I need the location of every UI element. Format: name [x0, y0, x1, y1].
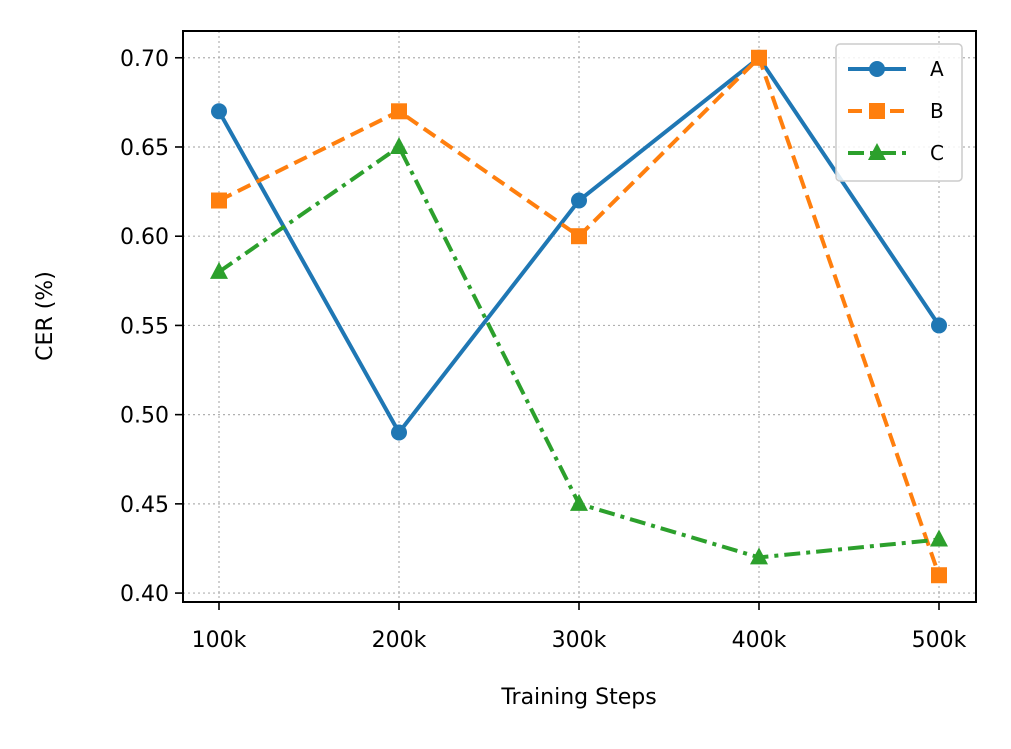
series-A: [211, 49, 947, 441]
legend-label: C: [930, 141, 944, 165]
axis-ticks: 100k 200k 300k 400k 500k 0.40 0.45 0.50 0.55 0.60…: [120, 47, 967, 653]
legend: ABC: [835, 43, 963, 182]
data-point: [570, 493, 588, 511]
data-point: [391, 103, 407, 120]
data-point: [391, 424, 407, 441]
series-lines: [210, 49, 948, 584]
data-point: [571, 228, 587, 245]
x-tick-label: 200k: [372, 628, 427, 653]
x-tick-label: 300k: [552, 628, 607, 653]
legend-marker: [868, 143, 886, 160]
data-point: [210, 261, 228, 279]
legend-label: B: [930, 99, 944, 123]
legend-item-B: B: [848, 99, 944, 123]
series-C: [210, 136, 948, 565]
data-point: [751, 49, 767, 66]
x-tick-label: 500k: [912, 628, 967, 653]
data-point: [931, 567, 947, 584]
legend-item-A: A: [848, 57, 944, 81]
x-tick-label: 100k: [192, 628, 247, 653]
data-point: [931, 317, 947, 334]
data-point: [211, 103, 227, 120]
legend-item-C: C: [848, 141, 944, 165]
legend-marker: [869, 61, 885, 77]
data-point: [750, 547, 768, 565]
data-point: [571, 192, 587, 209]
y-tick-label: 0.50: [120, 404, 169, 429]
y-tick-label: 0.40: [120, 582, 169, 607]
y-tick-label: 0.65: [120, 136, 169, 161]
data-point: [211, 192, 227, 209]
data-point: [390, 136, 408, 154]
y-tick-label: 0.70: [120, 47, 169, 72]
y-tick-label: 0.55: [120, 314, 169, 339]
y-tick-label: 0.60: [120, 225, 169, 250]
y-axis-title: CER (%): [33, 271, 58, 361]
x-tick-label: 400k: [732, 628, 787, 653]
y-tick-label: 0.45: [120, 493, 169, 518]
x-axis-title: Training Steps: [500, 685, 656, 710]
legend-label: A: [930, 57, 944, 81]
series-line: [218, 55, 941, 576]
legend-marker: [869, 103, 885, 119]
data-point: [930, 529, 948, 547]
series-B: [211, 49, 947, 584]
